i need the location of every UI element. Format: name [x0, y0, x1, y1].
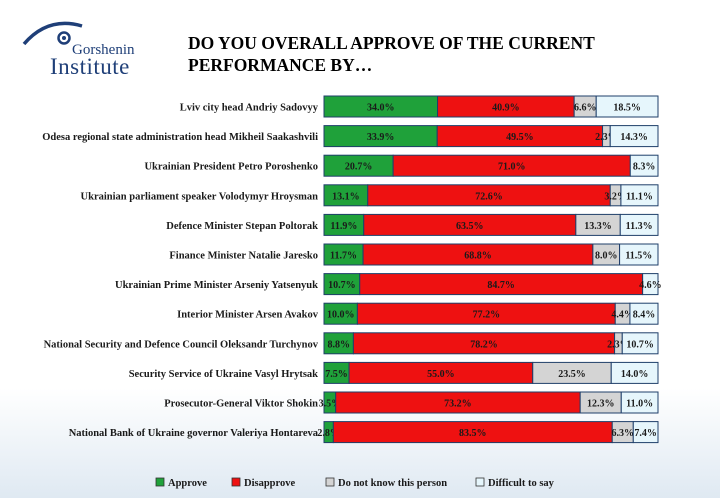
bar-segment-difficult-to-say	[632, 421, 659, 444]
data-label: 4.6%	[639, 280, 662, 291]
page-title: DO YOU OVERALL APPROVE OF THE CURRENT PE…	[188, 33, 595, 75]
category-label: Ukrainian Prime Minister Arseniy Yatseny…	[115, 280, 318, 291]
data-label: 2.8%	[317, 428, 340, 439]
data-label: 72.6%	[475, 191, 503, 202]
category-label: Security Service of Ukraine Vasyl Hrytsa…	[129, 369, 318, 380]
data-label: 68.8%	[464, 251, 492, 262]
data-label: 73.2%	[444, 399, 472, 410]
data-label: 34.0%	[367, 103, 395, 114]
data-label: 83.5%	[459, 428, 487, 439]
bar-segment-difficult-to-say	[595, 95, 659, 118]
legend-swatch-approve	[155, 477, 165, 487]
data-label: 11.3%	[626, 221, 653, 232]
category-label: National Bank of Ukraine governor Valeri…	[69, 428, 319, 439]
data-label: 78.2%	[470, 339, 498, 350]
logo-text-bottom: Institute	[50, 54, 130, 79]
data-label: 6.6%	[574, 103, 597, 114]
data-label: 2.3%	[607, 339, 630, 350]
bar-segment-difficult-to-say	[642, 273, 659, 296]
bar-segment-difficult-to-say	[620, 184, 659, 207]
category-label: Lviv city head Andriy Sadovyy	[180, 103, 319, 114]
category-label: Prosecutor-General Viktor Shokin	[164, 399, 318, 410]
data-label: 2.3%	[595, 132, 618, 143]
bar-segment-difficult-to-say	[610, 361, 659, 384]
logo-text-top: Gorshenin	[72, 42, 135, 58]
data-label: 3.5%	[319, 399, 342, 410]
legend-swatch-difficult-to-say	[475, 477, 485, 487]
data-label: 40.9%	[492, 103, 520, 114]
data-label: 49.5%	[506, 132, 534, 143]
data-label: 12.3%	[587, 399, 615, 410]
data-label: 8.0%	[595, 251, 618, 262]
data-label: 11.1%	[626, 191, 653, 202]
data-label: 10.7%	[626, 339, 654, 350]
legend-label: Difficult to say	[488, 478, 555, 489]
data-label: 23.5%	[558, 369, 586, 380]
category-label: Finance Minister Natalie Jaresko	[169, 251, 318, 262]
data-label: 8.3%	[633, 162, 656, 173]
logo	[18, 14, 168, 84]
eye-logo-icon	[22, 21, 83, 46]
data-label: 77.2%	[473, 310, 501, 321]
data-label: 14.0%	[621, 369, 649, 380]
category-label: National Security and Defence Council Ol…	[44, 339, 319, 350]
data-label: 11.5%	[625, 251, 652, 262]
data-label: 20.7%	[345, 162, 373, 173]
category-label: Ukrainian President Petro Poroshenko	[144, 162, 318, 173]
data-label: 13.1%	[332, 191, 360, 202]
legend-label: Do not know this person	[338, 478, 447, 489]
data-label: 6.3%	[612, 428, 635, 439]
legend-swatch-disapprove	[231, 477, 241, 487]
data-label: 8.4%	[633, 310, 656, 321]
data-label: 84.7%	[487, 280, 515, 291]
data-label: 13.3%	[584, 221, 612, 232]
category-label: Odesa regional state administration head…	[42, 132, 318, 143]
data-label: 63.5%	[456, 221, 484, 232]
data-label: 33.9%	[367, 132, 395, 143]
legend-label: Approve	[168, 478, 207, 489]
data-label: 3.2%	[604, 191, 627, 202]
bar-segment-difficult-to-say	[609, 125, 659, 148]
bar-segment-difficult-to-say	[629, 154, 659, 177]
data-label: 4.4%	[611, 310, 634, 321]
data-label: 8.8%	[327, 339, 350, 350]
category-label: Interior Minister Arsen Avakov	[177, 310, 319, 321]
category-label: Ukrainian parliament speaker Volodymyr H…	[81, 191, 319, 202]
bar-segment-difficult-to-say	[619, 213, 659, 236]
data-label: 10.0%	[327, 310, 355, 321]
data-label: 10.7%	[328, 280, 356, 291]
legend-label: Disapprove	[244, 478, 295, 489]
bar-segment-difficult-to-say	[629, 302, 659, 325]
data-label: 11.0%	[626, 399, 653, 410]
bar-segment-difficult-to-say	[620, 391, 659, 414]
data-label: 11.9%	[330, 221, 357, 232]
data-label: 14.3%	[620, 132, 648, 143]
bar-segment-difficult-to-say	[619, 243, 659, 266]
data-label: 11.7%	[330, 251, 357, 262]
category-label: Defence Minister Stepan Poltorak	[166, 221, 318, 232]
data-label: 7.4%	[634, 428, 657, 439]
data-label: 71.0%	[498, 162, 526, 173]
data-label: 55.0%	[427, 369, 455, 380]
data-label: 7.5%	[325, 369, 348, 380]
data-label: 18.5%	[613, 103, 641, 114]
bar-segment-difficult-to-say	[621, 332, 659, 355]
legend-swatch-do-not-know-this-person	[325, 477, 335, 487]
